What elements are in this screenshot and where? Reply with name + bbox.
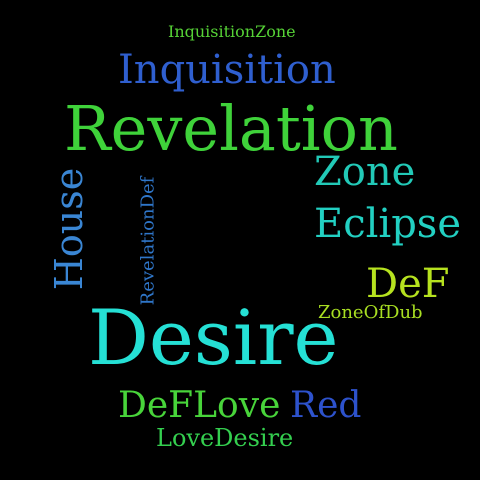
word-red: Red — [290, 385, 362, 426]
word-def-love: DeFLove — [118, 385, 281, 426]
word-love-desire: LoveDesire — [156, 424, 294, 452]
word-zone-of-dub: ZoneOfDub — [318, 302, 423, 323]
word-def: DeF — [366, 261, 450, 307]
word-revelation-def: RevelationDef — [137, 176, 159, 306]
word-zone: Zone — [314, 149, 416, 195]
word-house: House — [47, 167, 92, 291]
word-eclipse: Eclipse — [314, 201, 461, 247]
word-inquisition: Inquisition — [118, 47, 336, 93]
word-desire: Desire — [88, 293, 339, 382]
word-inquisition-zone: InquisitionZone — [168, 22, 296, 41]
word-revelation: Revelation — [64, 92, 398, 165]
